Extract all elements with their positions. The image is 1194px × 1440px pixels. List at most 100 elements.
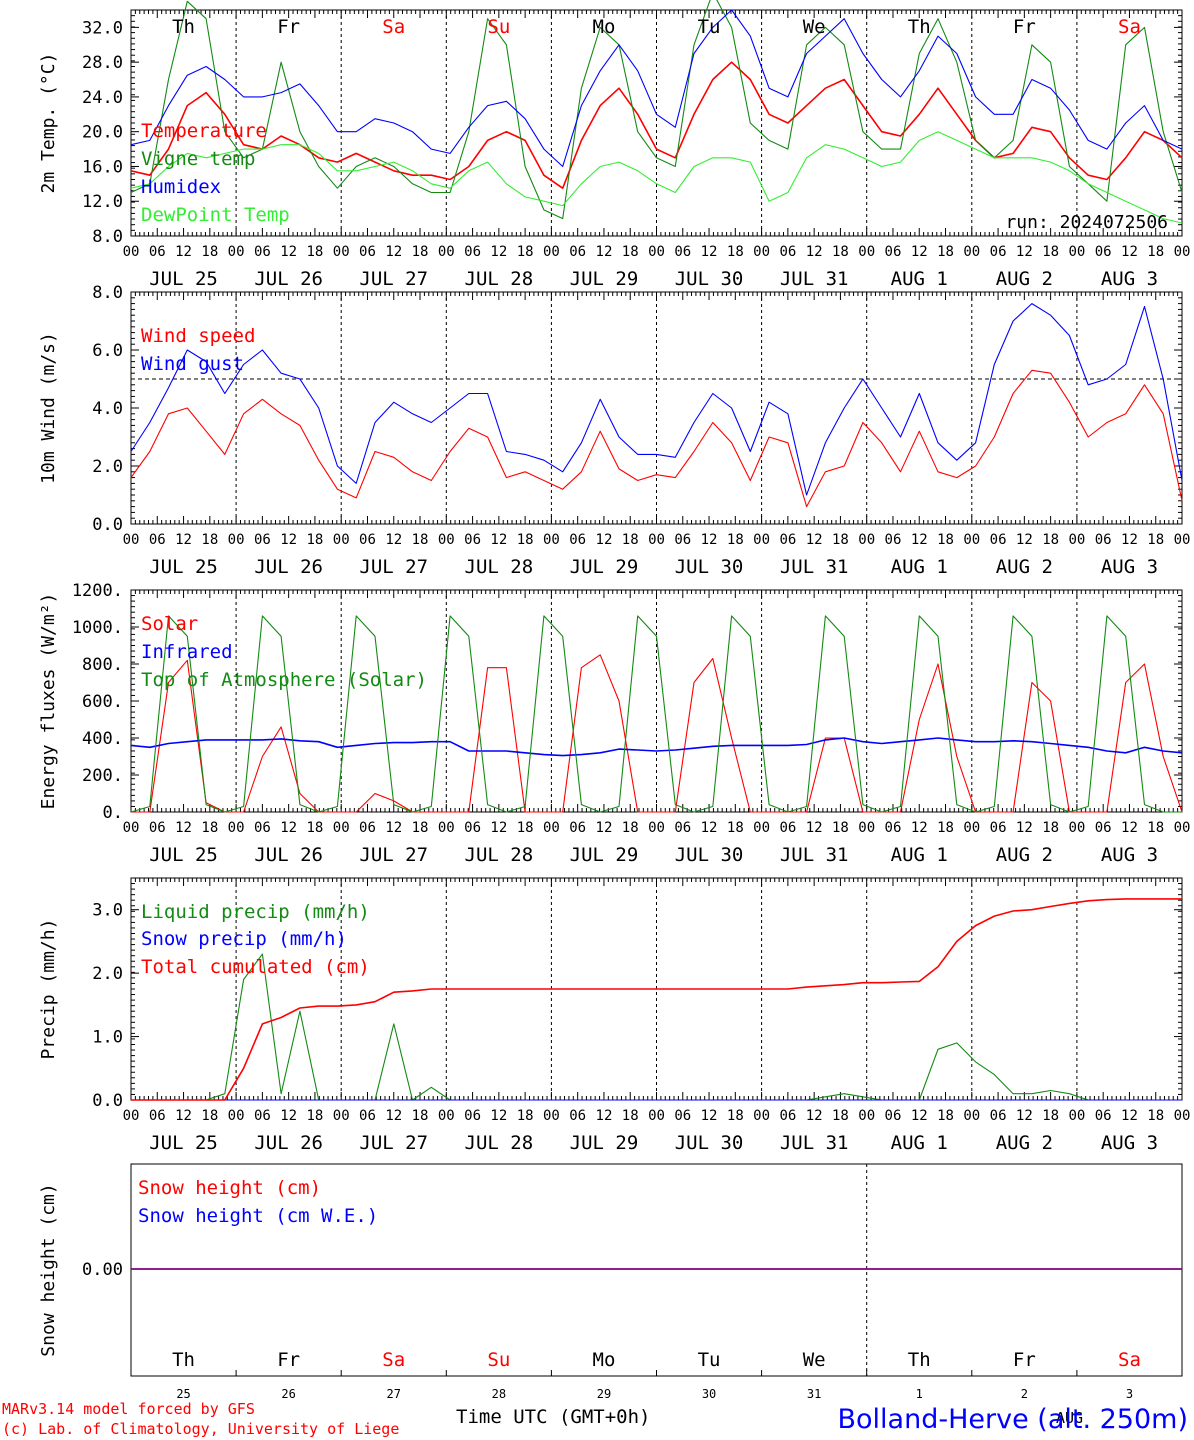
day-number: 28: [492, 1387, 506, 1401]
x-tick-label: 06: [674, 244, 691, 260]
panel-5: [130, 1163, 1183, 1377]
x-tick-label: 12: [175, 1108, 192, 1124]
y-axis-label: 2m Temp. (°C): [38, 53, 59, 194]
x-tick-label: 00: [333, 244, 350, 260]
x-tick-label: 12: [1121, 244, 1138, 260]
date-label: AUG 1: [891, 844, 948, 866]
x-tick-label: 18: [412, 1108, 429, 1124]
x-tick-label: 00: [1174, 532, 1191, 548]
date-label: JUL 28: [465, 1132, 534, 1154]
legend-entry: Wind speed: [141, 325, 255, 347]
x-tick-label: 18: [201, 820, 218, 836]
legend-entry: Total cumulated (cm): [141, 956, 370, 978]
y-tick-label: 1200.: [72, 581, 123, 601]
x-tick-label: 12: [1121, 532, 1138, 548]
y-tick-label: 16.0: [82, 157, 123, 177]
x-tick-label: 06: [990, 820, 1007, 836]
x-tick-label: 00: [1068, 532, 1085, 548]
x-tick-label: 00: [753, 1108, 770, 1124]
x-axis-title: Time UTC (GMT+0h): [456, 1406, 650, 1428]
x-tick-label: 12: [596, 532, 613, 548]
y-tick-label: 1000.: [72, 618, 123, 638]
x-tick-label: 18: [517, 532, 534, 548]
day-number: 1: [916, 1387, 923, 1401]
x-tick-label: 00: [1068, 1108, 1085, 1124]
x-tick-label: 18: [306, 1108, 323, 1124]
x-tick-label: 00: [333, 1108, 350, 1124]
x-tick-label: 18: [412, 820, 429, 836]
x-tick-label: 12: [280, 532, 297, 548]
x-tick-label: 06: [254, 820, 271, 836]
x-tick-label: 00: [648, 532, 665, 548]
run-label: run: 2024072506: [1005, 212, 1168, 233]
x-tick-label: 18: [727, 820, 744, 836]
x-tick-label: 00: [753, 244, 770, 260]
legend-entry: Top of Atmosphere (Solar): [141, 669, 427, 691]
x-tick-label: 18: [622, 1108, 639, 1124]
day-number: 3: [1126, 1387, 1133, 1401]
x-tick-label: 00: [543, 1108, 560, 1124]
x-tick-label: 12: [1121, 820, 1138, 836]
x-tick-label: 00: [438, 532, 455, 548]
y-tick-label: 0.00: [82, 1260, 123, 1280]
x-tick-label: 06: [569, 820, 586, 836]
legend-entry: Humidex: [141, 176, 221, 198]
y-tick-label: 0.0: [92, 1091, 123, 1111]
y-axis-label: Snow height (cm): [38, 1183, 59, 1356]
date-label: AUG 3: [1101, 1132, 1158, 1154]
weekday-label: We: [803, 1349, 826, 1371]
series-top-of-atmosphere-solar-: [130, 615, 1182, 813]
date-label: JUL 27: [359, 1132, 428, 1154]
date-label: JUL 29: [570, 268, 639, 290]
x-tick-label: 06: [885, 1108, 902, 1124]
y-tick-label: 6.0: [92, 341, 123, 361]
x-tick-label: 18: [1042, 532, 1059, 548]
date-label: JUL 31: [780, 844, 849, 866]
x-tick-label: 06: [254, 1108, 271, 1124]
weekday-label: Sa: [382, 1349, 405, 1371]
panel-1: [130, 0, 1183, 237]
x-tick-label: 00: [1174, 1108, 1191, 1124]
panel-4: [130, 877, 1183, 1101]
x-tick-label: 18: [937, 1108, 954, 1124]
date-label: JUL 30: [675, 268, 744, 290]
x-tick-label: 12: [806, 244, 823, 260]
legend-entry: Temperature: [141, 120, 267, 142]
x-tick-label: 18: [727, 532, 744, 548]
x-tick-label: 12: [490, 1108, 507, 1124]
date-label: JUL 25: [149, 844, 218, 866]
x-tick-label: 18: [1147, 244, 1164, 260]
weekday-label: Th: [172, 16, 195, 38]
x-tick-label: 00: [123, 820, 140, 836]
date-label: JUL 31: [780, 1132, 849, 1154]
y-tick-label: 24.0: [82, 88, 123, 108]
y-tick-label: 1.0: [92, 1028, 123, 1048]
x-tick-label: 18: [517, 1108, 534, 1124]
x-tick-label: 12: [490, 244, 507, 260]
x-tick-label: 18: [832, 1108, 849, 1124]
x-tick-label: 00: [648, 1108, 665, 1124]
station-name: Bolland-Herve (alt. 250m): [838, 1404, 1188, 1435]
x-tick-label: 06: [885, 244, 902, 260]
date-label: JUL 27: [359, 844, 428, 866]
x-tick-label: 00: [123, 244, 140, 260]
series-total-cumulated-cm-: [131, 898, 1182, 1101]
x-tick-label: 06: [464, 532, 481, 548]
series-humidex: [130, 9, 1183, 168]
series-wind-speed: [130, 369, 1183, 508]
x-tick-label: 00: [753, 820, 770, 836]
x-tick-label: 00: [228, 532, 245, 548]
y-tick-label: 400.: [82, 729, 123, 749]
date-label: AUG 2: [996, 556, 1053, 578]
x-tick-label: 00: [543, 820, 560, 836]
x-tick-label: 12: [385, 1108, 402, 1124]
y-tick-label: 200.: [82, 766, 123, 786]
x-tick-label: 06: [149, 1108, 166, 1124]
x-tick-label: 12: [911, 820, 928, 836]
legend-entry: Infrared: [141, 641, 233, 663]
weekday-label: Fr: [1013, 16, 1036, 38]
date-label: AUG 3: [1101, 844, 1158, 866]
x-tick-label: 12: [911, 532, 928, 548]
x-tick-label: 12: [385, 820, 402, 836]
